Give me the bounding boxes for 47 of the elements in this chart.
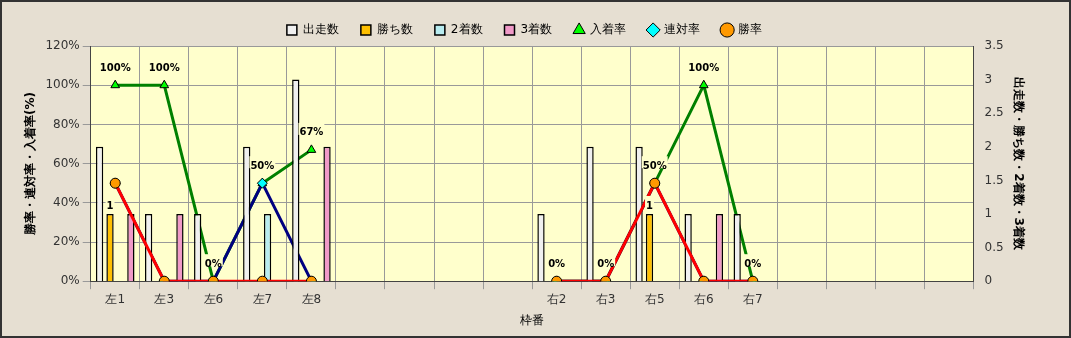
y-tick-label: 40% [53,194,80,209]
y2-tick-label: 3.5 [984,38,1004,53]
data-label: 1 [646,199,654,211]
data-label: 1 [106,199,114,211]
data-label: 0% [204,257,222,269]
y-axis-title: 勝率・連対率・入着率(%) [23,92,38,237]
y2-tick-label: 3 [984,71,993,86]
data-label: 50% [642,159,667,171]
data-label: 50% [250,159,275,171]
x-tick-label: 右2 [546,291,567,306]
y-tick-label: 60% [53,155,80,170]
legend-label: 勝ち数 [376,22,413,37]
legend-label: 3着数 [520,22,553,37]
x-tick-label: 右5 [644,291,665,306]
y2-tick-label: 1 [984,206,993,221]
data-label: 0% [744,257,762,269]
legend-label: 入着率 [590,22,627,37]
y2-tick-label: 0 [984,273,993,288]
data-label: 0% [548,257,566,269]
data-label: 100% [148,61,180,73]
x-tick-label: 右3 [595,291,616,306]
legend-label: 連対率 [664,22,701,37]
y2-axis-title: 出走数・勝ち数・2着数・3着数 [1011,77,1026,251]
legend-label: 勝率 [738,22,763,37]
x-tick-label: 右7 [742,291,763,306]
legend-label: 出走数 [302,22,339,37]
y2-tick-label: 1.5 [984,172,1004,187]
x-tick-label: 左3 [154,291,175,306]
y-tick-label: 80% [53,116,80,131]
y-tick-label: 20% [53,234,80,249]
data-label: 100% [688,61,720,73]
y-tick-label: 120% [45,38,80,53]
data-label: 67% [299,126,324,138]
x-tick-label: 左7 [252,291,273,306]
x-tick-label: 右6 [693,291,714,306]
y-tick-label: 0% [60,273,80,288]
y2-tick-label: 0.5 [984,239,1004,254]
x-axis-title: 枠番 [519,312,545,327]
y2-tick-label: 2 [984,138,993,153]
y-tick-label: 100% [45,77,80,92]
y2-tick-label: 2.5 [984,105,1004,120]
x-tick-label: 左8 [301,291,322,306]
data-label: 100% [99,61,131,73]
legend-label: 2着数 [450,22,483,37]
x-tick-label: 左6 [203,291,224,306]
x-tick-label: 左1 [105,291,126,306]
data-label: 0% [597,257,615,269]
